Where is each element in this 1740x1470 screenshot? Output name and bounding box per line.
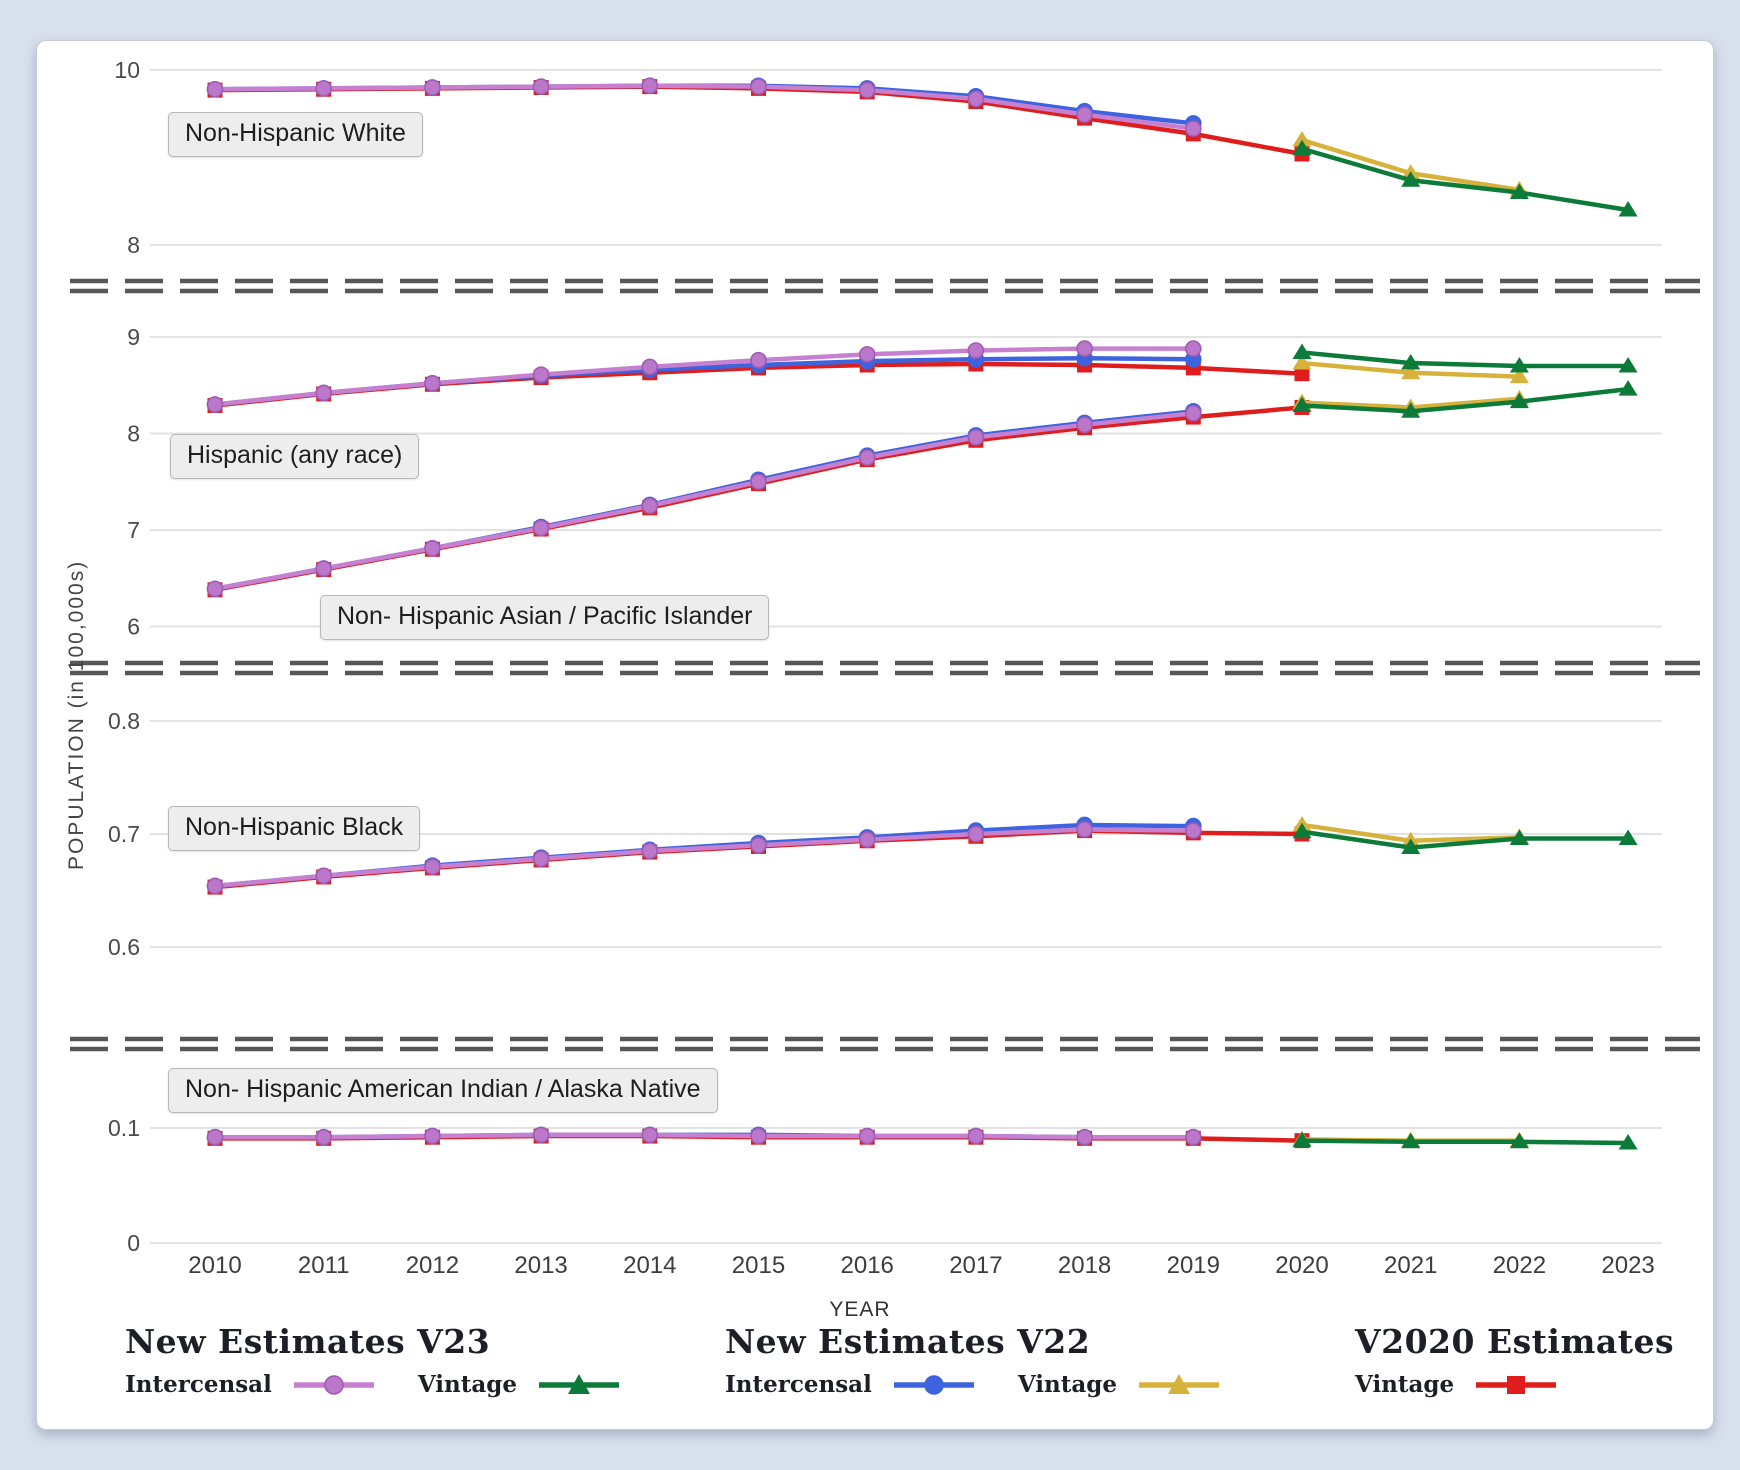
svg-text:10: 10	[114, 57, 140, 83]
svg-text:2023: 2023	[1601, 1252, 1654, 1279]
legend-item-label: Intercensal	[725, 1371, 872, 1398]
y-axis-title: POPULATION (in 100,000s)	[65, 559, 88, 871]
panel-label-hispanic: Hispanic (any race)	[170, 434, 420, 479]
legend-item-v2020-vintage[interactable]: Vintage	[1355, 1371, 1558, 1398]
legend-group-v22: New Estimates V22 Intercensal Vintage	[725, 1322, 1221, 1398]
svg-text:2022: 2022	[1493, 1252, 1546, 1279]
svg-text:2021: 2021	[1384, 1252, 1437, 1279]
legend-item-v22-intercensal[interactable]: Intercensal	[725, 1371, 976, 1398]
legend-item-label: Vintage	[1355, 1371, 1455, 1398]
svg-text:2011: 2011	[298, 1252, 350, 1279]
svg-text:0.8: 0.8	[108, 708, 140, 734]
panel-label-nh-asian-pi: Non- Hispanic Asian / Pacific Islander	[320, 595, 770, 640]
legend-swatch-v22-vintage-line-triangle-icon	[1137, 1372, 1221, 1398]
legend-group-v2020: V2020 Estimates Vintage	[1355, 1322, 1674, 1398]
svg-text:0.7: 0.7	[108, 821, 140, 847]
panel-label-nh-aian: Non- Hispanic American Indian / Alaska N…	[168, 1068, 718, 1113]
svg-text:2019: 2019	[1167, 1252, 1220, 1279]
svg-text:7: 7	[127, 517, 140, 543]
legend-item-v23-vintage[interactable]: Vintage	[418, 1371, 621, 1398]
legend-swatch-v23-vintage-line-triangle-icon	[537, 1372, 621, 1398]
svg-text:6: 6	[127, 614, 140, 640]
svg-text:0: 0	[127, 1230, 140, 1256]
svg-text:2014: 2014	[623, 1252, 676, 1279]
svg-text:2013: 2013	[514, 1252, 567, 1279]
legend-item-label: Vintage	[1017, 1371, 1117, 1398]
legend-group-v2020-title: V2020 Estimates	[1355, 1322, 1675, 1361]
svg-text:8: 8	[127, 232, 140, 258]
panel-label-nh-white: Non-Hispanic White	[168, 112, 423, 157]
svg-text:2020: 2020	[1275, 1252, 1328, 1279]
legend: New Estimates V23 Intercensal Vintage Ne…	[0, 1322, 1740, 1422]
legend-item-label: Vintage	[417, 1371, 517, 1398]
legend-swatch-v2020-vintage-line-square-icon	[1474, 1372, 1558, 1398]
chart-card	[36, 40, 1714, 1430]
legend-group-v23: New Estimates V23 Intercensal Vintage	[125, 1322, 621, 1398]
legend-group-v23-title: New Estimates V23	[125, 1322, 491, 1361]
svg-text:2017: 2017	[949, 1252, 1002, 1279]
legend-group-v22-title: New Estimates V22	[725, 1322, 1091, 1361]
svg-text:2016: 2016	[841, 1252, 894, 1279]
legend-item-v23-intercensal[interactable]: Intercensal	[125, 1371, 376, 1398]
panel-label-nh-black: Non-Hispanic Black	[168, 806, 421, 851]
legend-swatch-v23-intercensal-line-circle-icon	[292, 1372, 376, 1398]
legend-item-v22-vintage[interactable]: Vintage	[1018, 1371, 1221, 1398]
legend-swatch-v22-intercensal-line-circle-icon	[892, 1372, 976, 1398]
svg-text:8: 8	[127, 421, 140, 447]
x-axis-title: YEAR	[829, 1298, 891, 1321]
svg-text:2018: 2018	[1058, 1252, 1111, 1279]
svg-text:2012: 2012	[406, 1252, 459, 1279]
svg-text:0.1: 0.1	[108, 1115, 140, 1141]
svg-text:2015: 2015	[732, 1252, 785, 1279]
svg-text:0.6: 0.6	[108, 934, 140, 960]
legend-item-label: Intercensal	[125, 1371, 272, 1398]
svg-text:9: 9	[127, 324, 140, 350]
svg-text:2010: 2010	[188, 1252, 241, 1279]
